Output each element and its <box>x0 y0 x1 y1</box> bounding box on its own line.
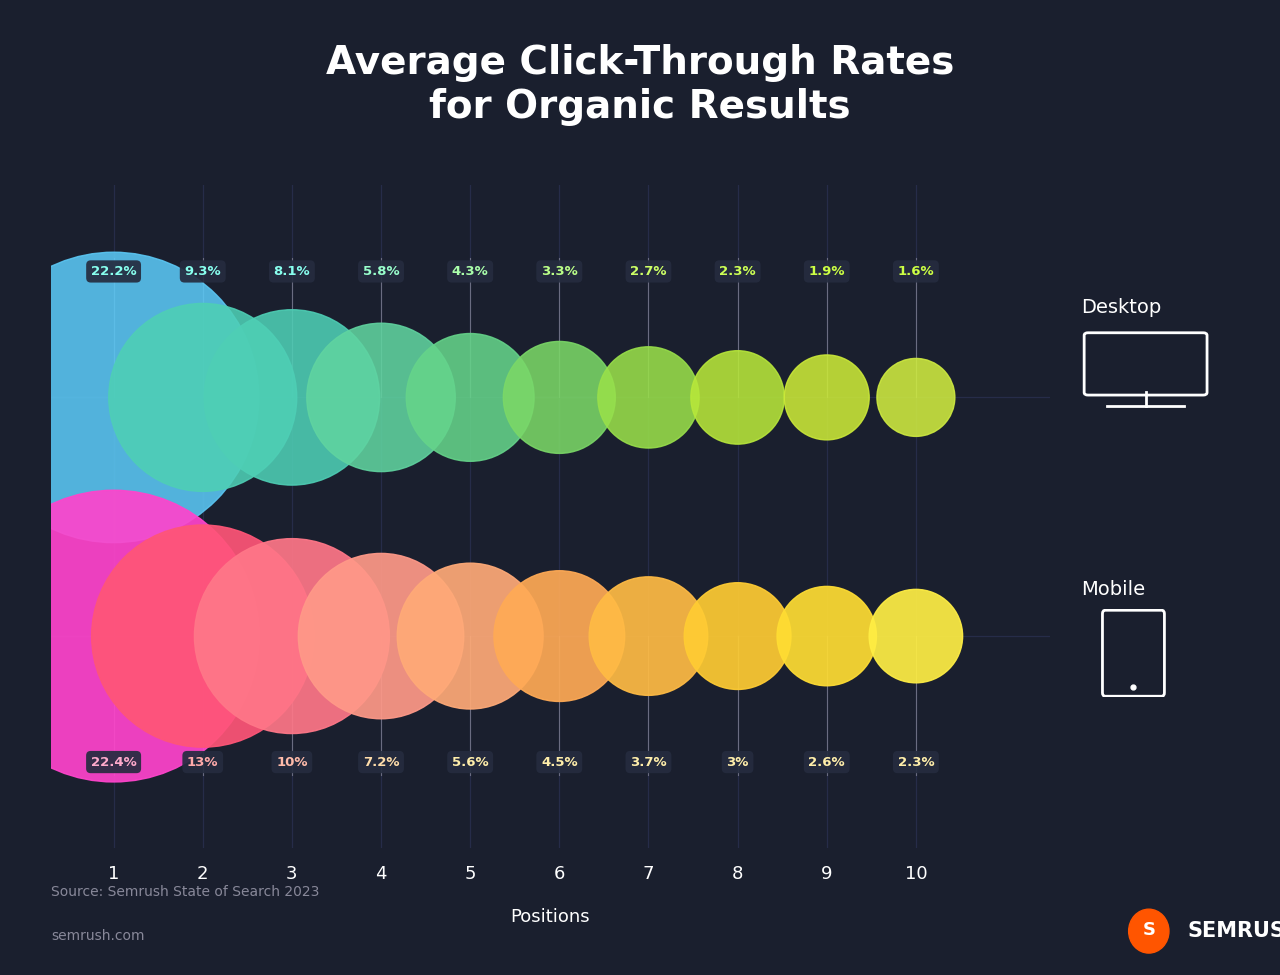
Ellipse shape <box>205 310 380 486</box>
Text: 13%: 13% <box>187 756 219 768</box>
Text: 3.3%: 3.3% <box>541 265 577 278</box>
Text: 1.9%: 1.9% <box>809 265 845 278</box>
Ellipse shape <box>685 583 791 689</box>
Ellipse shape <box>877 359 955 437</box>
Ellipse shape <box>503 341 616 453</box>
Ellipse shape <box>0 253 259 543</box>
Text: 1.6%: 1.6% <box>897 265 934 278</box>
Text: 5.8%: 5.8% <box>362 265 399 278</box>
Text: Mobile: Mobile <box>1082 580 1146 600</box>
Text: 8.1%: 8.1% <box>274 265 310 278</box>
Ellipse shape <box>869 589 963 682</box>
Ellipse shape <box>406 333 534 461</box>
Ellipse shape <box>0 490 260 782</box>
Text: 22.4%: 22.4% <box>91 756 137 768</box>
Text: Average Click-Through Rates
for Organic Results: Average Click-Through Rates for Organic … <box>326 44 954 126</box>
Text: 2.3%: 2.3% <box>897 756 934 768</box>
X-axis label: Positions: Positions <box>511 908 590 926</box>
Ellipse shape <box>785 355 869 440</box>
Ellipse shape <box>777 586 877 685</box>
Text: Desktop: Desktop <box>1082 297 1162 317</box>
Text: semrush.com: semrush.com <box>51 929 145 943</box>
Text: SEMRUSH: SEMRUSH <box>1188 921 1280 941</box>
Text: 4.3%: 4.3% <box>452 265 489 278</box>
Text: 10%: 10% <box>276 756 307 768</box>
Text: 2.3%: 2.3% <box>719 265 756 278</box>
Ellipse shape <box>589 577 708 695</box>
Ellipse shape <box>307 323 456 472</box>
Text: 3.7%: 3.7% <box>630 756 667 768</box>
Text: 4.5%: 4.5% <box>541 756 577 768</box>
Text: 9.3%: 9.3% <box>184 265 221 278</box>
Ellipse shape <box>494 570 625 701</box>
Text: Source: Semrush State of Search 2023: Source: Semrush State of Search 2023 <box>51 885 320 899</box>
Text: 5.6%: 5.6% <box>452 756 489 768</box>
Ellipse shape <box>298 554 463 719</box>
Ellipse shape <box>195 538 389 733</box>
Text: 2.7%: 2.7% <box>630 265 667 278</box>
Ellipse shape <box>598 347 699 448</box>
Text: 2.6%: 2.6% <box>809 756 845 768</box>
Circle shape <box>1129 909 1169 954</box>
Text: 7.2%: 7.2% <box>362 756 399 768</box>
Ellipse shape <box>691 351 785 445</box>
Text: S: S <box>1142 921 1156 939</box>
Ellipse shape <box>92 525 314 747</box>
Ellipse shape <box>397 564 543 709</box>
Text: 22.2%: 22.2% <box>91 265 137 278</box>
Text: 3%: 3% <box>727 756 749 768</box>
Ellipse shape <box>109 303 297 491</box>
